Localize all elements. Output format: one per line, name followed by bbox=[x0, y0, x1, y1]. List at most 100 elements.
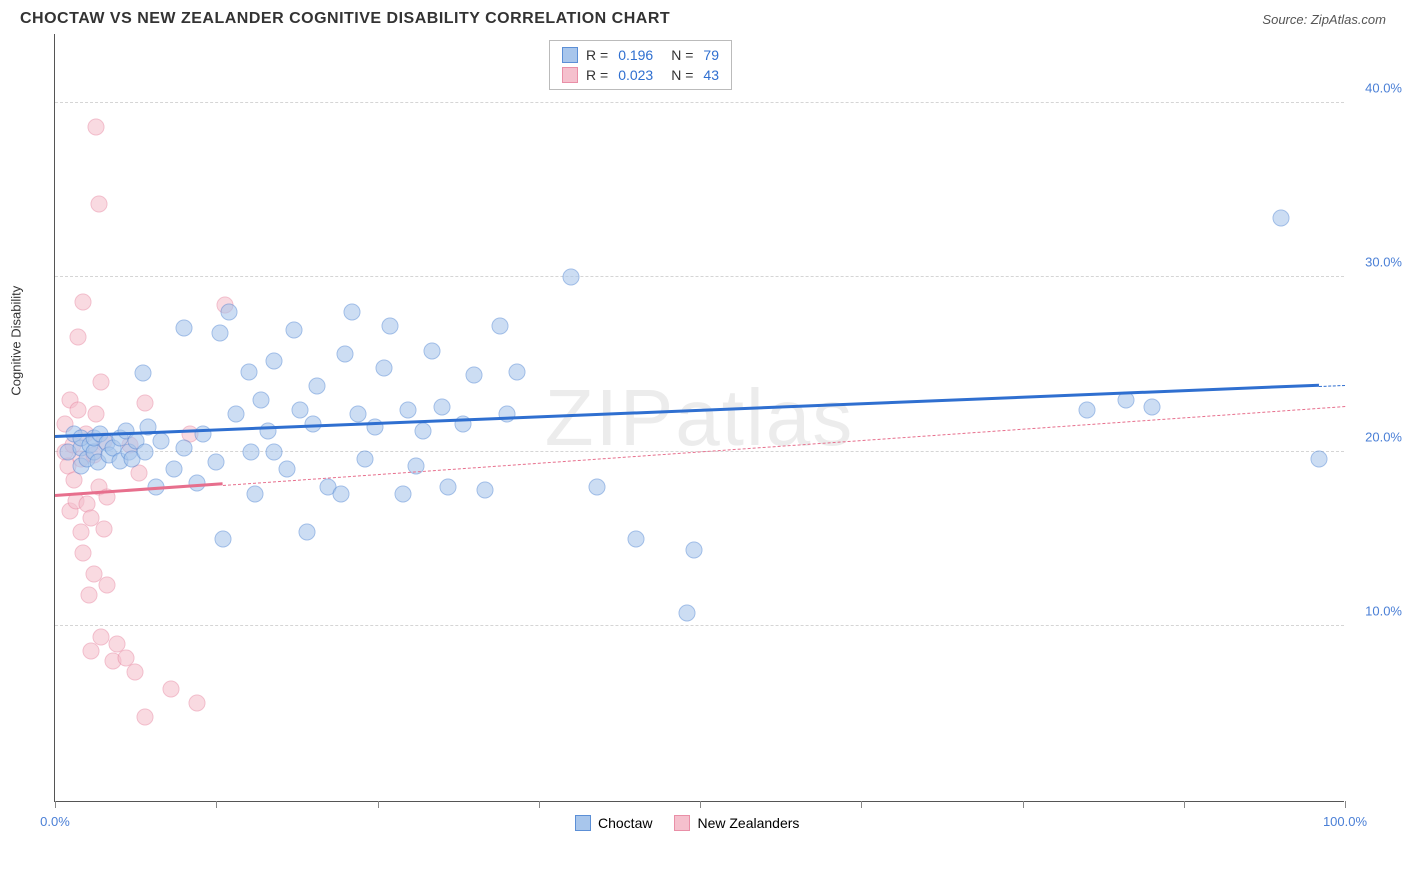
chart-title: CHOCTAW VS NEW ZEALANDER COGNITIVE DISAB… bbox=[20, 10, 670, 28]
choctaw-point bbox=[395, 485, 412, 502]
y-tick-label: 10.0% bbox=[1352, 604, 1402, 619]
choctaw-point bbox=[214, 531, 231, 548]
nz-swatch-icon bbox=[562, 67, 578, 83]
choctaw-point bbox=[679, 604, 696, 621]
nz-point bbox=[83, 642, 100, 659]
choctaw-point bbox=[176, 319, 193, 336]
choctaw-point bbox=[343, 304, 360, 321]
x-tick bbox=[539, 801, 540, 808]
choctaw-point bbox=[279, 461, 296, 478]
choctaw-point bbox=[298, 524, 315, 541]
correlation-legend: R =0.196N =79R =0.023N =43 bbox=[549, 40, 732, 90]
watermark-text: ZIPatlas bbox=[545, 372, 854, 464]
nz-point bbox=[93, 628, 110, 645]
choctaw-point bbox=[221, 304, 238, 321]
x-tick bbox=[216, 801, 217, 808]
choctaw-point bbox=[253, 391, 270, 408]
choctaw-point bbox=[466, 367, 483, 384]
nz-point bbox=[163, 681, 180, 698]
choctaw-point bbox=[333, 485, 350, 502]
corr-row-choctaw: R =0.196N =79 bbox=[550, 45, 731, 65]
choctaw-point bbox=[165, 461, 182, 478]
choctaw-point bbox=[476, 482, 493, 499]
nz-point bbox=[188, 695, 205, 712]
choctaw-point bbox=[243, 443, 260, 460]
x-tick bbox=[1023, 801, 1024, 808]
x-tick bbox=[1345, 801, 1346, 808]
corr-row-nz: R =0.023N =43 bbox=[550, 65, 731, 85]
plot-region: ZIPatlas 10.0%20.0%30.0%40.0%0.0%100.0%R… bbox=[54, 34, 1344, 802]
choctaw-point bbox=[563, 269, 580, 286]
choctaw-point bbox=[1143, 398, 1160, 415]
x-tick bbox=[55, 801, 56, 808]
nz-point bbox=[70, 328, 87, 345]
nz-point bbox=[98, 576, 115, 593]
x-tick bbox=[700, 801, 701, 808]
x-tick bbox=[1184, 801, 1185, 808]
corr-n-label: N = bbox=[671, 47, 693, 63]
series-legend: Choctaw New Zealanders bbox=[575, 815, 799, 831]
choctaw-point bbox=[285, 321, 302, 338]
choctaw-point bbox=[382, 318, 399, 335]
choctaw-point bbox=[434, 398, 451, 415]
nz-point bbox=[70, 402, 87, 419]
choctaw-point bbox=[423, 342, 440, 359]
choctaw-point bbox=[627, 531, 644, 548]
choctaw-point bbox=[212, 325, 229, 342]
nz-swatch-icon bbox=[674, 815, 690, 831]
choctaw-point bbox=[240, 363, 257, 380]
choctaw-swatch-icon bbox=[575, 815, 591, 831]
choctaw-swatch-icon bbox=[562, 47, 578, 63]
corr-n-label: N = bbox=[671, 67, 693, 83]
nz-point bbox=[88, 405, 105, 422]
nz-trendline bbox=[223, 406, 1345, 486]
choctaw-point bbox=[1311, 450, 1328, 467]
nz-point bbox=[88, 119, 105, 136]
choctaw-point bbox=[685, 541, 702, 558]
x-tick-label: 0.0% bbox=[40, 814, 70, 829]
corr-r-label: R = bbox=[586, 67, 608, 83]
choctaw-trendline bbox=[55, 384, 1319, 438]
corr-r-value: 0.196 bbox=[618, 47, 653, 63]
nz-point bbox=[126, 663, 143, 680]
choctaw-point bbox=[259, 422, 276, 439]
choctaw-point bbox=[350, 405, 367, 422]
choctaw-point bbox=[266, 353, 283, 370]
corr-n-value: 79 bbox=[703, 47, 719, 63]
legend-item-nz: New Zealanders bbox=[674, 815, 799, 831]
y-tick-label: 40.0% bbox=[1352, 80, 1402, 95]
choctaw-point bbox=[440, 478, 457, 495]
gridline bbox=[55, 102, 1344, 103]
corr-r-value: 0.023 bbox=[618, 67, 653, 83]
chart-area: Cognitive Disability ZIPatlas 10.0%20.0%… bbox=[18, 34, 1388, 852]
nz-point bbox=[96, 520, 113, 537]
nz-point bbox=[137, 709, 154, 726]
choctaw-point bbox=[492, 318, 509, 335]
choctaw-point bbox=[266, 443, 283, 460]
choctaw-point bbox=[414, 422, 431, 439]
legend-label: New Zealanders bbox=[697, 815, 799, 831]
y-tick-label: 30.0% bbox=[1352, 255, 1402, 270]
nz-point bbox=[137, 395, 154, 412]
y-tick-label: 20.0% bbox=[1352, 429, 1402, 444]
source-attribution: Source: ZipAtlas.com bbox=[1262, 12, 1386, 27]
nz-point bbox=[75, 293, 92, 310]
choctaw-point bbox=[292, 402, 309, 419]
choctaw-trendline bbox=[1319, 385, 1345, 387]
nz-point bbox=[80, 587, 97, 604]
choctaw-point bbox=[337, 346, 354, 363]
choctaw-point bbox=[1272, 210, 1289, 227]
choctaw-point bbox=[152, 433, 169, 450]
choctaw-point bbox=[246, 485, 263, 502]
nz-point bbox=[75, 545, 92, 562]
choctaw-point bbox=[308, 377, 325, 394]
x-tick bbox=[861, 801, 862, 808]
y-axis-label: Cognitive Disability bbox=[9, 286, 24, 396]
choctaw-point bbox=[375, 360, 392, 377]
nz-point bbox=[93, 374, 110, 391]
choctaw-point bbox=[356, 450, 373, 467]
legend-label: Choctaw bbox=[598, 815, 652, 831]
choctaw-point bbox=[137, 443, 154, 460]
choctaw-point bbox=[208, 454, 225, 471]
choctaw-point bbox=[227, 405, 244, 422]
